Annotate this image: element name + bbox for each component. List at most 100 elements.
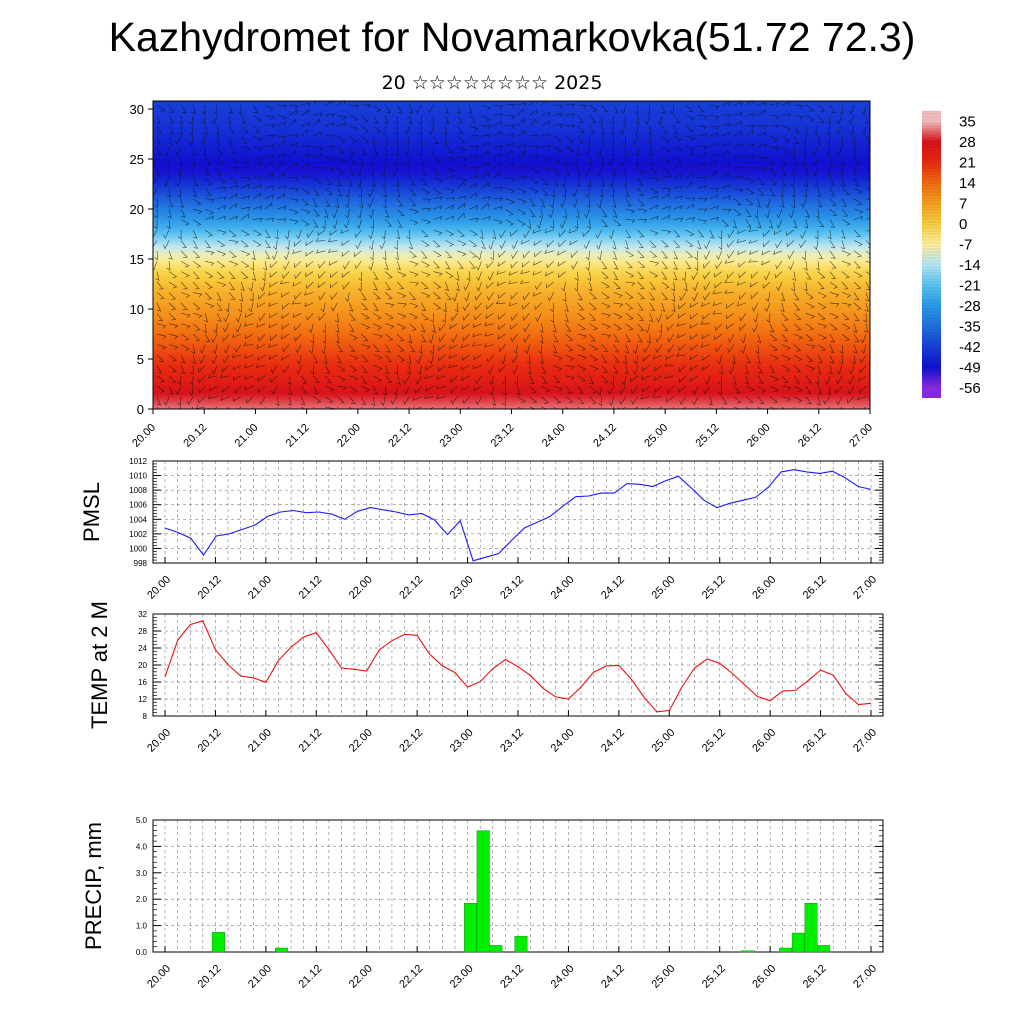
wind-barb (805, 115, 815, 122)
wind-barb (153, 240, 158, 247)
wind-barb (421, 188, 430, 195)
wind-barb (397, 323, 407, 330)
wind-barb (633, 125, 638, 136)
wind-barb (721, 131, 731, 137)
wind-barb (612, 240, 617, 250)
wind-barb (583, 240, 590, 250)
wind-barb (313, 131, 322, 137)
wind-barb (700, 343, 710, 348)
wind-barb (397, 313, 407, 319)
wind-barb (769, 102, 780, 107)
wind-barb (576, 146, 581, 156)
x-tick-label: 25.12 (700, 727, 728, 755)
wind-barb (673, 271, 678, 281)
wind-barb (304, 291, 314, 296)
wind-barb (813, 240, 819, 250)
wind-barb (180, 292, 191, 298)
wind-barb (732, 375, 737, 386)
wind-barb (522, 302, 530, 310)
wind-barb (168, 354, 177, 362)
wind-barb (177, 167, 182, 178)
wind-barb (727, 333, 735, 343)
wind-barb (801, 250, 807, 261)
wind-barb (865, 198, 870, 201)
x-tick-label: 20.00 (145, 727, 173, 755)
wind-barb (279, 280, 290, 285)
wind-barb (287, 396, 292, 406)
wind-barb (445, 261, 451, 270)
wind-barb (457, 202, 465, 210)
wind-barb (587, 271, 592, 282)
wind-barb (335, 323, 340, 334)
wind-barb (289, 133, 299, 138)
wind-barb (726, 323, 734, 330)
wind-barb (344, 198, 350, 209)
x-tick-label: 24.00 (549, 727, 577, 755)
series-line (164, 469, 872, 562)
wind-barb (754, 209, 759, 219)
wind-barb (649, 302, 656, 311)
wind-barb (475, 396, 482, 406)
wind-barb (421, 229, 429, 237)
wind-barb (757, 167, 768, 172)
wind-barb (192, 271, 200, 279)
wind-barb (517, 165, 527, 170)
wind-barb (541, 145, 552, 150)
x-tick-label: 23.12 (498, 574, 526, 602)
wind-barb (486, 302, 494, 310)
wind-barb (337, 365, 346, 372)
wind-barb (493, 219, 503, 225)
x-tick-label: 20.12 (196, 963, 224, 991)
wind-barb (780, 198, 785, 208)
wind-barb (769, 375, 779, 382)
y-tick-label: 30 (130, 102, 144, 117)
wind-barb (252, 192, 261, 199)
wind-barb (361, 396, 366, 406)
wind-barb (331, 302, 338, 312)
wind-barb (232, 365, 242, 371)
wind-barb (289, 162, 298, 168)
wind-barb (765, 209, 771, 219)
wind-barb (385, 313, 394, 320)
wind-barb (433, 281, 442, 289)
wind-barb (359, 157, 364, 167)
wind-barb (853, 302, 862, 310)
wind-barb (625, 198, 632, 207)
wind-barb (427, 104, 434, 114)
wind-barb (577, 344, 586, 351)
wind-barb (234, 386, 242, 394)
wind-barb (757, 177, 765, 186)
wind-barb (257, 375, 266, 382)
wind-barb (373, 375, 382, 383)
wind-barb (341, 250, 350, 257)
wind-barb (613, 344, 620, 353)
wind-barb (657, 115, 662, 125)
wind-barb (408, 115, 413, 125)
wind-barb (156, 104, 166, 112)
wind-barb (514, 375, 518, 386)
wind-barb (394, 125, 398, 136)
wind-barb (559, 219, 566, 229)
wind-barb (572, 188, 578, 198)
wind-barb (243, 341, 254, 346)
wind-barb (589, 365, 599, 372)
wind-barb (361, 354, 369, 362)
wind-barb (361, 313, 370, 320)
wind-barb (268, 291, 278, 296)
wind-barb (301, 145, 311, 150)
wind-barb (373, 104, 382, 112)
wind-barb (168, 375, 177, 383)
wind-barb (817, 313, 826, 320)
wind-barb (757, 385, 767, 393)
wind-barb (690, 313, 698, 320)
wind-barb (425, 365, 434, 371)
wind-barb (457, 240, 467, 247)
wind-barb (751, 302, 759, 312)
wind-barb (180, 323, 191, 329)
wind-barb (329, 281, 338, 289)
x-tick-label: 20.00 (145, 963, 173, 991)
grid (153, 461, 883, 563)
wind-barb (865, 177, 870, 185)
wind-barb (175, 146, 182, 156)
wind-barb (769, 354, 779, 361)
